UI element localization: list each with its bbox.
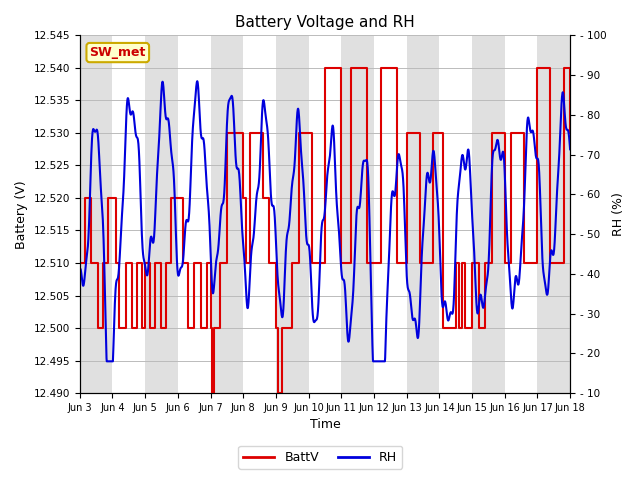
Bar [211, 36, 243, 393]
Text: SW_met: SW_met [90, 46, 146, 59]
Bar [145, 36, 178, 393]
Bar [472, 36, 505, 393]
Bar [80, 36, 113, 393]
Y-axis label: Battery (V): Battery (V) [15, 180, 28, 249]
X-axis label: Time: Time [310, 419, 340, 432]
Bar [341, 36, 374, 393]
Y-axis label: RH (%): RH (%) [612, 192, 625, 236]
Legend: BattV, RH: BattV, RH [238, 446, 402, 469]
Title: Battery Voltage and RH: Battery Voltage and RH [235, 15, 415, 30]
Bar [406, 36, 439, 393]
Bar [276, 36, 308, 393]
Bar [538, 36, 570, 393]
